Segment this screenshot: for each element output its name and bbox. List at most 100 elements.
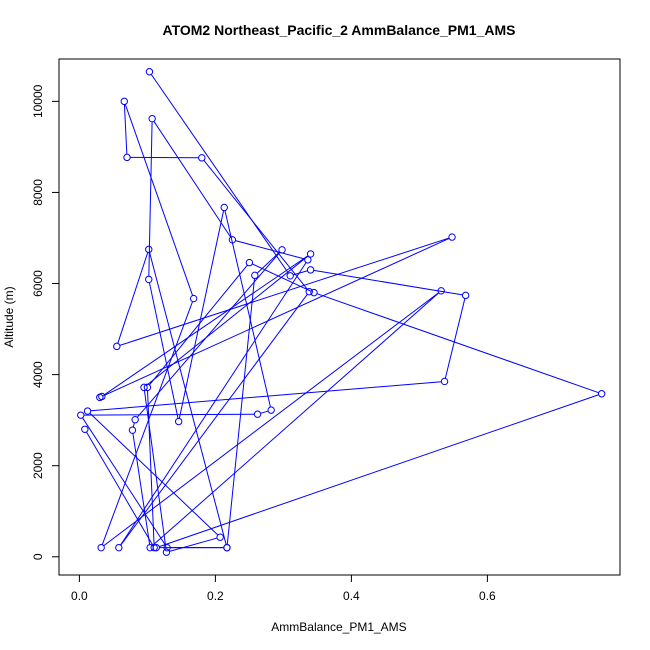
series-segment xyxy=(149,252,227,545)
series-segment xyxy=(103,292,439,547)
y-tick-label: 0 xyxy=(31,553,45,560)
series-segment xyxy=(89,412,219,536)
series-segment xyxy=(86,431,154,546)
data-point xyxy=(440,377,449,386)
y-tick-label: 8000 xyxy=(31,179,45,206)
series-segment xyxy=(148,121,153,277)
series-segment xyxy=(119,237,450,346)
series-segment xyxy=(124,104,194,296)
series-segment xyxy=(226,278,256,545)
series-segment xyxy=(256,251,281,274)
data-point xyxy=(77,411,85,419)
series-segment xyxy=(146,255,309,386)
data-point xyxy=(96,393,104,402)
series-segment xyxy=(117,252,149,344)
data-point xyxy=(245,258,254,267)
chart-title: ATOM2 Northeast_Pacific_2 AmmBalance_PM1… xyxy=(163,22,516,38)
data-point xyxy=(145,275,153,284)
series-segment xyxy=(444,298,466,379)
data-point xyxy=(305,288,313,296)
y-tick-label: 6000 xyxy=(31,270,45,297)
series-segment xyxy=(123,104,128,155)
y-axis: 0 2000 4000 6000 8000 10000 xyxy=(31,84,60,560)
series-segment xyxy=(104,255,309,396)
data-point xyxy=(310,288,318,297)
data-point xyxy=(152,543,160,552)
x-tick-label: 0.0 xyxy=(71,589,88,603)
series-segment xyxy=(316,293,599,394)
data-point xyxy=(128,426,137,434)
series-segment xyxy=(260,410,269,414)
series-segment xyxy=(147,390,155,545)
x-tick-label: 0.6 xyxy=(479,589,496,603)
data-point xyxy=(278,246,286,254)
data-point xyxy=(97,543,105,552)
series-segment xyxy=(169,537,218,552)
series-segment xyxy=(153,121,232,238)
data-point xyxy=(597,390,606,398)
series-segment xyxy=(83,413,255,416)
x-tick-label: 0.4 xyxy=(343,589,360,603)
data-point xyxy=(189,294,198,303)
x-axis-label: AmmBalance_PM1_AMS xyxy=(271,620,406,634)
series-segment xyxy=(101,301,193,545)
data-point xyxy=(448,233,456,241)
data-point xyxy=(251,271,259,280)
series-segment xyxy=(313,269,463,296)
data-point xyxy=(198,154,206,162)
data-point xyxy=(286,272,294,280)
data-point xyxy=(113,342,121,351)
series-segment xyxy=(203,160,308,290)
plot-frame xyxy=(58,58,621,576)
data-point xyxy=(143,383,152,392)
series-lines xyxy=(82,74,599,552)
data-point xyxy=(115,543,123,552)
data-point xyxy=(306,266,315,274)
series-segment xyxy=(152,292,440,546)
y-tick-label: 4000 xyxy=(31,361,45,388)
series-segment xyxy=(235,240,305,260)
data-point xyxy=(228,236,237,244)
series-segment xyxy=(149,264,248,386)
data-point xyxy=(253,410,262,418)
y-tick-label: 10000 xyxy=(31,84,45,118)
series-points xyxy=(77,68,606,556)
data-point xyxy=(123,153,131,162)
series-segment xyxy=(143,390,167,550)
data-point xyxy=(461,291,470,300)
series-segment xyxy=(102,237,450,397)
series-segment xyxy=(150,74,289,274)
series-segment xyxy=(159,394,599,548)
data-point xyxy=(163,543,171,552)
data-point xyxy=(304,256,312,264)
y-tick-label: 2000 xyxy=(31,452,45,479)
x-axis: 0.0 0.2 0.4 0.6 xyxy=(71,574,496,603)
data-point xyxy=(120,97,128,106)
series-segment xyxy=(136,251,281,418)
data-point xyxy=(216,533,224,541)
data-point xyxy=(83,407,92,415)
data-point xyxy=(81,425,89,433)
data-point xyxy=(306,250,315,258)
data-point xyxy=(131,415,139,424)
data-point xyxy=(223,543,231,552)
series-segment xyxy=(132,422,135,428)
data-point xyxy=(145,245,153,254)
series-segment xyxy=(252,263,312,292)
data-point xyxy=(267,406,275,414)
x-tick-label: 0.2 xyxy=(207,589,224,603)
y-axis-label: Altitude (m) xyxy=(2,286,16,347)
data-point xyxy=(140,383,148,392)
series-segment xyxy=(178,210,225,419)
series-segment xyxy=(148,282,179,419)
series-segment xyxy=(132,433,151,545)
data-point xyxy=(437,287,445,295)
data-point xyxy=(174,417,183,426)
data-point xyxy=(148,114,156,123)
series-segment xyxy=(82,417,166,546)
series-segment xyxy=(120,262,307,546)
data-point xyxy=(150,543,158,552)
data-point xyxy=(220,203,228,212)
series-segment xyxy=(90,381,442,412)
